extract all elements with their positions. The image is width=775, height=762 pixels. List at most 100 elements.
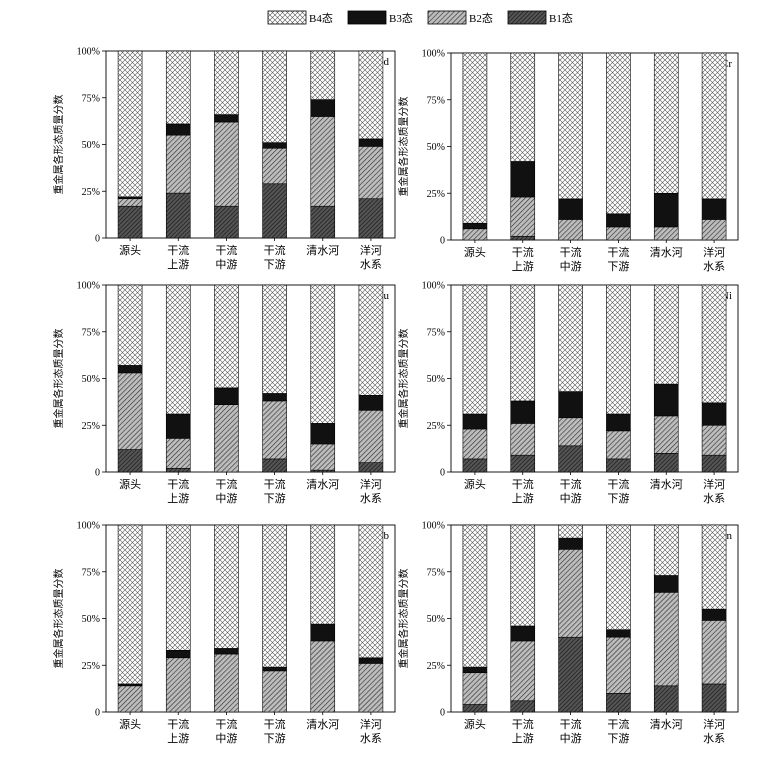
x-tick-label-cu-5-1: 水系 bbox=[360, 492, 382, 505]
panel-title-cr: Cr bbox=[721, 58, 732, 70]
bar-segment-zn-0-b4 bbox=[462, 524, 488, 668]
y-tick-label-cd-3: 75% bbox=[82, 93, 100, 104]
y-axis-label-cd: 重金属各形态质量分数 bbox=[52, 95, 65, 195]
x-tick-label-zn-5-0: 洋河 bbox=[703, 717, 725, 731]
y-tick-label-ni-1: 25% bbox=[427, 421, 445, 432]
legend-label-b4: B4态 bbox=[309, 12, 333, 25]
bar-segment-zn-4-b1 bbox=[653, 685, 679, 713]
bar-segment-zn-5-b3 bbox=[701, 608, 727, 621]
legend-label-b3: B3态 bbox=[389, 12, 413, 25]
y-tick-label-pb-3: 75% bbox=[82, 567, 100, 578]
bar-segment-cd-1-b2 bbox=[165, 134, 191, 194]
legend-label-b1: B1态 bbox=[549, 12, 573, 25]
panel-cu: 025%50%75%100%重金属各形态质量分数Cu源头干流上游干流中游干流下游… bbox=[52, 281, 396, 505]
legend: B4态 B3态 B2态 B1态 bbox=[267, 10, 573, 25]
bar-segment-cd-2-b2 bbox=[214, 121, 239, 207]
y-tick-label-cu-3: 75% bbox=[82, 327, 100, 338]
bar-segment-pb-3-b4 bbox=[262, 524, 287, 668]
x-tick-label-ni-0-0: 源头 bbox=[464, 477, 486, 491]
y-tick-label-cu-2: 50% bbox=[82, 374, 100, 385]
bar-segment-zn-0-b2 bbox=[462, 672, 488, 705]
x-tick-label-cr-3-0: 干流 bbox=[607, 245, 629, 259]
plot-frame-cr bbox=[450, 52, 739, 241]
plot-frame-zn bbox=[450, 524, 739, 713]
bar-segment-cu-4-b2 bbox=[310, 443, 336, 471]
bar-segment-pb-0-b2 bbox=[117, 685, 143, 713]
bar-segment-cd-3-b4 bbox=[262, 50, 287, 143]
x-tick-label-pb-2-1: 中游 bbox=[215, 732, 237, 745]
y-tick-label-pb-4: 100% bbox=[77, 521, 100, 532]
bar-segment-cd-1-b1 bbox=[165, 192, 191, 239]
x-tick-label-cu-1-0: 干流 bbox=[167, 477, 189, 491]
bar-segment-cd-0-b1 bbox=[117, 205, 143, 239]
legend-swatch-b4 bbox=[267, 10, 307, 25]
x-tick-label-cd-5-0: 洋河 bbox=[360, 243, 382, 257]
x-tick-label-cd-1-0: 干流 bbox=[167, 243, 189, 257]
panel-cd: 025%50%75%100%重金属各形态质量分数Cd源头干流上游干流中游干流下游… bbox=[52, 47, 396, 271]
bar-segment-cd-4-b1 bbox=[310, 205, 336, 239]
x-tick-label-cd-3-1: 下游 bbox=[264, 258, 286, 271]
bar-segment-cr-0-b3 bbox=[462, 222, 488, 230]
x-tick-label-pb-4-0: 清水河 bbox=[306, 718, 339, 731]
bar-segment-cd-4-b2 bbox=[310, 116, 336, 207]
bar-segment-cu-5-b1 bbox=[358, 462, 384, 473]
x-tick-label-cu-0-0: 源头 bbox=[119, 477, 141, 491]
plot-frame-cu bbox=[105, 284, 396, 473]
x-tick-label-ni-1-1: 上游 bbox=[512, 492, 534, 505]
panel-zn: 025%50%75%100%重金属各形态质量分数Zn源头干流上游干流中游干流下游… bbox=[397, 521, 739, 745]
bar-segment-cu-0-b1 bbox=[117, 449, 143, 473]
y-tick-label-zn-1: 25% bbox=[427, 661, 445, 672]
bar-segment-ni-5-b1 bbox=[701, 454, 727, 473]
panel-title-ni: Ni bbox=[721, 290, 732, 302]
x-tick-label-cd-0-0: 源头 bbox=[119, 243, 141, 257]
bar-segment-zn-5-b2 bbox=[701, 620, 727, 685]
bar-segment-ni-5-b3 bbox=[701, 402, 727, 426]
bar-segment-cu-2-b3 bbox=[214, 387, 239, 405]
y-tick-label-cd-0: 0 bbox=[95, 234, 100, 245]
y-tick-label-cr-2: 50% bbox=[427, 142, 445, 153]
x-tick-label-pb-3-1: 下游 bbox=[264, 732, 286, 745]
bar-segment-ni-2-b2 bbox=[558, 417, 583, 447]
legend-label-b2: B2态 bbox=[469, 12, 493, 25]
y-tick-label-ni-2: 50% bbox=[427, 374, 445, 385]
x-tick-label-pb-1-0: 干流 bbox=[167, 717, 189, 731]
y-tick-label-cu-1: 25% bbox=[82, 421, 100, 432]
bar-segment-cd-5-b4 bbox=[358, 50, 384, 140]
bar-segment-pb-5-b4 bbox=[358, 524, 384, 659]
y-tick-label-zn-0: 0 bbox=[440, 708, 445, 719]
y-tick-label-cr-4: 100% bbox=[422, 49, 445, 60]
bar-segment-cd-3-b3 bbox=[262, 142, 287, 149]
bar-segment-cr-4-b4 bbox=[653, 52, 679, 194]
bar-segment-pb-0-b4 bbox=[117, 524, 143, 685]
bar-segment-cu-5-b4 bbox=[358, 284, 384, 396]
legend-item-b1: B1态 bbox=[507, 10, 573, 25]
bar-segment-cr-4-b3 bbox=[653, 192, 679, 228]
bar-segment-pb-4-b4 bbox=[310, 524, 336, 625]
bar-segment-pb-2-b2 bbox=[214, 653, 239, 713]
bar-segment-cr-5-b2 bbox=[701, 219, 727, 241]
y-tick-label-cr-0: 0 bbox=[440, 236, 445, 247]
bar-segment-ni-3-b4 bbox=[606, 284, 631, 415]
bar-segment-cd-4-b4 bbox=[310, 50, 336, 100]
bar-segment-cr-1-b3 bbox=[510, 161, 536, 198]
bar-segment-cu-4-b3 bbox=[310, 423, 336, 445]
bar-segment-cd-2-b1 bbox=[214, 205, 239, 239]
bar-segment-ni-2-b1 bbox=[558, 445, 583, 473]
legend-swatch-b1 bbox=[507, 10, 547, 25]
x-tick-label-ni-5-1: 水系 bbox=[703, 492, 725, 505]
bar-segment-zn-1-b2 bbox=[510, 640, 536, 702]
bar-segment-cr-0-b2 bbox=[462, 228, 488, 241]
legend-swatch-b2 bbox=[427, 10, 467, 25]
x-tick-label-zn-0-0: 源头 bbox=[464, 717, 486, 731]
x-tick-label-cu-3-0: 干流 bbox=[264, 477, 286, 491]
bar-segment-ni-0-b2 bbox=[462, 428, 488, 460]
x-tick-label-zn-2-0: 干流 bbox=[560, 717, 582, 731]
y-tick-label-ni-4: 100% bbox=[422, 281, 445, 292]
x-tick-label-pb-5-0: 洋河 bbox=[360, 717, 382, 731]
bar-segment-cd-3-b1 bbox=[262, 183, 287, 239]
bar-segment-cd-0-b4 bbox=[117, 50, 143, 198]
x-tick-label-cr-5-0: 洋河 bbox=[703, 245, 725, 259]
bar-segment-pb-3-b2 bbox=[262, 670, 287, 713]
bar-segment-pb-1-b4 bbox=[165, 524, 191, 651]
